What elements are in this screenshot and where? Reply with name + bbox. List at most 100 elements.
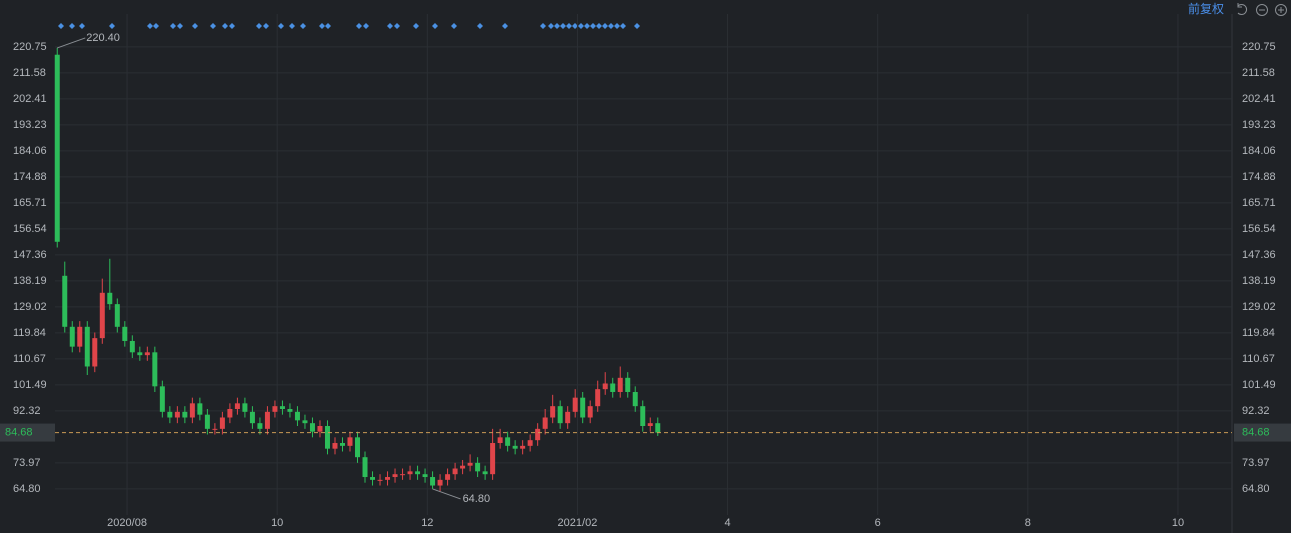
candle-body: [572, 397, 578, 412]
candle-body: [655, 423, 661, 433]
y-tick-label: 211.58: [1242, 67, 1275, 79]
event-marker: [572, 23, 578, 29]
candle-body: [505, 437, 511, 446]
y-tick-label: 156.54: [1242, 223, 1276, 235]
adjust-mode[interactable]: 前复权: [1188, 1, 1224, 16]
candle-body: [99, 292, 105, 339]
candle-body: [490, 443, 496, 475]
candle-body: [242, 403, 248, 412]
event-marker: [325, 23, 331, 29]
zoom-in-icon[interactable]: [1275, 4, 1287, 16]
event-marker: [394, 23, 400, 29]
event-marker: [289, 23, 295, 29]
candle-body: [204, 414, 210, 429]
last-price-label: 84.68: [1242, 426, 1270, 438]
candle-body: [385, 477, 391, 480]
candle-body: [632, 391, 638, 407]
candle-body: [272, 406, 278, 412]
event-markers: [58, 23, 640, 29]
x-tick-label: 8: [1025, 517, 1031, 529]
candle-body: [557, 406, 563, 424]
y-tick-label: 193.23: [13, 119, 47, 131]
y-tick-label: 73.97: [13, 457, 41, 469]
candle-body: [580, 397, 586, 418]
candle-body: [69, 326, 75, 347]
event-marker: [356, 23, 362, 29]
candle-body: [415, 471, 421, 475]
candle-body: [625, 377, 631, 392]
event-marker: [620, 23, 626, 29]
max-label: 220.40: [86, 32, 120, 44]
y-tick-label: 156.54: [13, 223, 47, 235]
event-marker: [634, 23, 640, 29]
candle-body: [647, 423, 653, 427]
candle-body: [129, 340, 135, 353]
candle-body: [587, 406, 593, 418]
event-marker: [153, 23, 159, 29]
event-marker: [109, 23, 115, 29]
zoom-out-icon[interactable]: [1256, 4, 1268, 16]
candle-body: [422, 474, 428, 478]
candle-body: [355, 437, 361, 458]
candle-body: [92, 338, 98, 367]
x-tick-label: 2021/02: [558, 517, 598, 529]
candle-body: [407, 471, 413, 475]
candle-body: [212, 428, 218, 430]
event-marker: [413, 23, 419, 29]
candle-body: [482, 471, 488, 475]
x-tick-label: 12: [421, 517, 433, 529]
y-tick-label: 129.02: [13, 301, 47, 313]
event-marker: [387, 23, 393, 29]
x-tick-label: 10: [1172, 517, 1184, 529]
y-tick-label: 110.67: [13, 353, 46, 365]
candle-body: [264, 411, 270, 429]
event-marker: [229, 23, 235, 29]
candle-body: [189, 403, 195, 418]
event-marker: [548, 23, 554, 29]
candle-body: [317, 426, 323, 432]
y-tick-label: 129.02: [1242, 301, 1276, 313]
y-tick-label: 174.88: [1242, 171, 1276, 183]
x-tick-label: 2020/08: [107, 517, 147, 529]
candle-body: [445, 474, 451, 480]
event-marker: [192, 23, 198, 29]
y-tick-label: 147.36: [1242, 249, 1276, 261]
y-tick-label: 138.19: [13, 275, 47, 287]
event-marker: [477, 23, 483, 29]
y-tick-label: 202.41: [13, 93, 47, 105]
candle-body: [535, 428, 541, 441]
candle-body: [84, 326, 90, 367]
candle-body: [332, 443, 338, 449]
candle-body: [362, 457, 368, 478]
y-tick-label: 101.49: [13, 379, 47, 391]
event-marker: [596, 23, 602, 29]
candle-body: [542, 417, 548, 429]
last-price-box: [0, 423, 55, 442]
toolbar-icons: [1237, 3, 1287, 16]
event-marker: [608, 23, 614, 29]
candle-body: [370, 477, 376, 480]
y-tick-label: 193.23: [1242, 119, 1276, 131]
candle-body: [617, 377, 623, 392]
y-tick-label: 110.67: [1242, 353, 1275, 365]
candle-body: [640, 406, 646, 427]
event-marker: [58, 23, 64, 29]
event-marker: [566, 23, 572, 29]
event-marker: [147, 23, 153, 29]
reset-icon[interactable]: [1237, 3, 1247, 15]
y-tick-label: 202.41: [1242, 93, 1276, 105]
y-tick-label: 220.75: [13, 41, 47, 53]
candle-body: [62, 275, 68, 327]
candle-body: [475, 462, 481, 472]
candle-body: [610, 383, 616, 392]
candle-body: [249, 411, 255, 424]
y-tick-label: 138.19: [1242, 275, 1276, 287]
y-tick-label: 64.80: [1242, 483, 1270, 495]
candle-body: [595, 389, 601, 407]
x-tick-label: 4: [725, 517, 731, 529]
candle-body: [437, 479, 443, 486]
candle-body: [497, 437, 503, 444]
candle-body: [527, 440, 533, 446]
candle-body: [400, 474, 406, 476]
